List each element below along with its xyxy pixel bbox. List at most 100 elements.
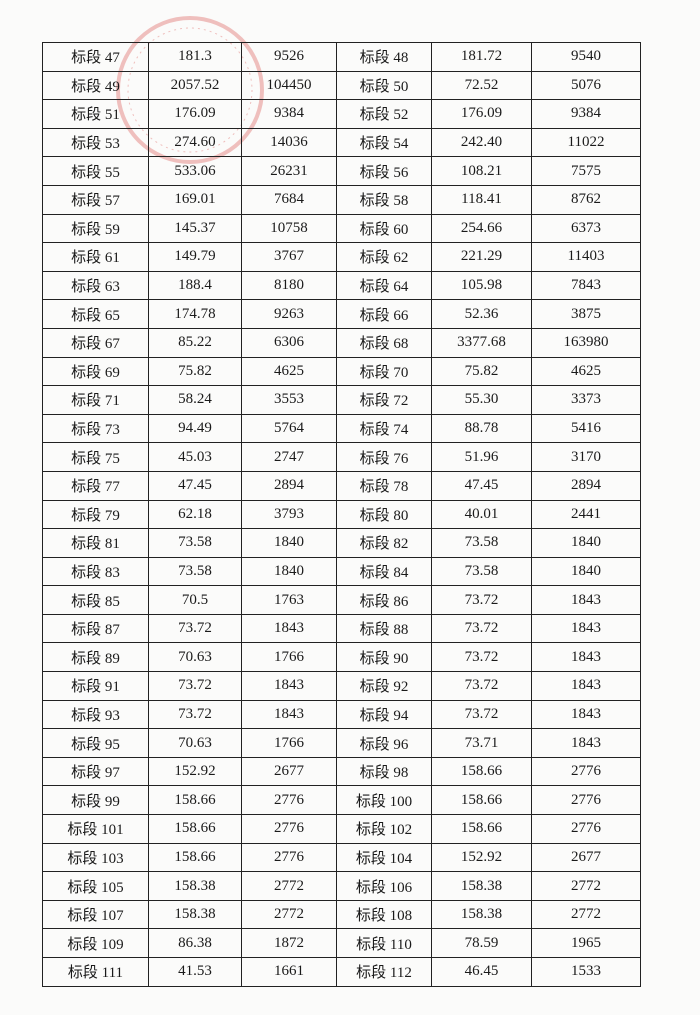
section-value-b-cell: 2776: [241, 842, 337, 873]
section-name-cell: 标段 71: [42, 385, 149, 415]
section-name-cell: 标段 88: [336, 613, 432, 644]
table-row: 标段 69 75.82 4625 标段 70 75.82 4625: [42, 356, 641, 387]
section-value-b-cell: 1965: [531, 928, 641, 958]
section-value-a-cell: 52.36: [431, 299, 532, 329]
section-name-cell: 标段 87: [42, 613, 149, 644]
section-name-cell: 标段 64: [336, 270, 432, 301]
section-name-cell: 标段 108: [336, 899, 432, 930]
section-value-b-cell: 1533: [531, 957, 641, 987]
section-value-a-cell: 181.72: [431, 42, 532, 72]
table-row: 标段 47 181.3 9526 标段 48 181.72 9540: [42, 42, 641, 72]
section-value-b-cell: 11403: [531, 242, 641, 272]
section-name-cell: 标段 106: [336, 871, 432, 901]
section-value-a-cell: 73.72: [431, 699, 532, 730]
section-name-cell: 标段 61: [42, 242, 149, 272]
section-name-cell: 标段 69: [42, 356, 149, 387]
section-value-a-cell: 62.18: [148, 499, 242, 530]
section-value-a-cell: 145.37: [148, 213, 242, 244]
section-value-b-cell: 2677: [241, 756, 337, 787]
section-name-cell: 标段 84: [336, 556, 432, 587]
section-value-b-cell: 2772: [531, 871, 641, 901]
section-name-cell: 标段 104: [336, 842, 432, 873]
section-value-b-cell: 3875: [531, 299, 641, 329]
section-value-b-cell: 3767: [241, 242, 337, 272]
section-name-cell: 标段 99: [42, 785, 149, 816]
section-value-a-cell: 73.58: [148, 528, 242, 558]
section-value-b-cell: 1843: [531, 728, 641, 758]
table-row: 标段 101 158.66 2776 标段 102 158.66 2776: [42, 814, 641, 844]
section-value-b-cell: 3373: [531, 385, 641, 415]
section-value-b-cell: 2776: [531, 814, 641, 844]
section-value-a-cell: 73.72: [431, 671, 532, 701]
section-value-a-cell: 158.38: [431, 899, 532, 930]
section-value-a-cell: 73.71: [431, 728, 532, 758]
table-row: 标段 61 149.79 3767 标段 62 221.29 11403: [42, 242, 641, 272]
table-row: 标段 109 86.38 1872 标段 110 78.59 1965: [42, 928, 641, 958]
section-name-cell: 标段 54: [336, 127, 432, 158]
section-value-a-cell: 73.72: [431, 613, 532, 644]
table-row: 标段 71 58.24 3553 标段 72 55.30 3373: [42, 385, 641, 415]
section-value-b-cell: 6373: [531, 213, 641, 244]
table-row: 标段 85 70.5 1763 标段 86 73.72 1843: [42, 585, 641, 615]
section-value-a-cell: 174.78: [148, 299, 242, 329]
section-value-b-cell: 8762: [531, 184, 641, 215]
section-value-b-cell: 2677: [531, 842, 641, 873]
section-name-cell: 标段 66: [336, 299, 432, 329]
section-value-b-cell: 7684: [241, 184, 337, 215]
section-name-cell: 标段 56: [336, 156, 432, 186]
section-name-cell: 标段 77: [42, 470, 149, 501]
section-value-a-cell: 73.72: [431, 585, 532, 615]
section-value-a-cell: 158.66: [148, 842, 242, 873]
section-value-a-cell: 176.09: [148, 99, 242, 129]
section-name-cell: 标段 83: [42, 556, 149, 587]
section-value-b-cell: 1843: [241, 613, 337, 644]
section-name-cell: 标段 63: [42, 270, 149, 301]
section-name-cell: 标段 48: [336, 42, 432, 72]
section-value-b-cell: 3170: [531, 442, 641, 472]
section-value-a-cell: 221.29: [431, 242, 532, 272]
section-value-a-cell: 58.24: [148, 385, 242, 415]
section-value-b-cell: 9384: [531, 99, 641, 129]
section-name-cell: 标段 105: [42, 871, 149, 901]
section-value-b-cell: 7575: [531, 156, 641, 186]
table-row: 标段 105 158.38 2772 标段 106 158.38 2772: [42, 871, 641, 901]
section-value-b-cell: 2776: [241, 814, 337, 844]
section-value-a-cell: 51.96: [431, 442, 532, 472]
section-name-cell: 标段 97: [42, 756, 149, 787]
section-name-cell: 标段 109: [42, 928, 149, 958]
section-name-cell: 标段 52: [336, 99, 432, 129]
section-name-cell: 标段 107: [42, 899, 149, 930]
section-value-a-cell: 108.21: [431, 156, 532, 186]
table-row: 标段 81 73.58 1840 标段 82 73.58 1840: [42, 528, 641, 558]
table-row: 标段 53 274.60 14036 标段 54 242.40 11022: [42, 127, 641, 158]
table-row: 标段 95 70.63 1766 标段 96 73.71 1843: [42, 728, 641, 758]
section-value-b-cell: 6306: [241, 327, 337, 358]
section-value-a-cell: 158.66: [431, 785, 532, 816]
section-value-a-cell: 46.45: [431, 957, 532, 987]
section-value-b-cell: 2441: [531, 499, 641, 530]
section-value-b-cell: 3553: [241, 385, 337, 415]
section-name-cell: 标段 59: [42, 213, 149, 244]
section-name-cell: 标段 92: [336, 671, 432, 701]
table-row: 标段 89 70.63 1766 标段 90 73.72 1843: [42, 642, 641, 673]
section-name-cell: 标段 60: [336, 213, 432, 244]
section-value-b-cell: 5764: [241, 413, 337, 444]
section-value-b-cell: 9384: [241, 99, 337, 129]
section-value-b-cell: 1661: [241, 957, 337, 987]
section-value-b-cell: 2776: [531, 756, 641, 787]
section-value-a-cell: 242.40: [431, 127, 532, 158]
section-value-b-cell: 4625: [241, 356, 337, 387]
table-row: 标段 63 188.4 8180 标段 64 105.98 7843: [42, 270, 641, 301]
section-value-b-cell: 1843: [531, 699, 641, 730]
section-value-a-cell: 158.38: [148, 871, 242, 901]
section-value-a-cell: 158.66: [148, 785, 242, 816]
section-name-cell: 标段 98: [336, 756, 432, 787]
section-value-a-cell: 158.66: [431, 814, 532, 844]
section-value-b-cell: 2894: [531, 470, 641, 501]
section-name-cell: 标段 75: [42, 442, 149, 472]
section-value-b-cell: 9263: [241, 299, 337, 329]
table-row: 标段 91 73.72 1843 标段 92 73.72 1843: [42, 671, 641, 701]
table-body: 标段 47 181.3 9526 标段 48 181.72 9540 标段 49 2057.5…: [42, 42, 641, 987]
section-value-a-cell: 158.66: [148, 814, 242, 844]
section-name-cell: 标段 94: [336, 699, 432, 730]
